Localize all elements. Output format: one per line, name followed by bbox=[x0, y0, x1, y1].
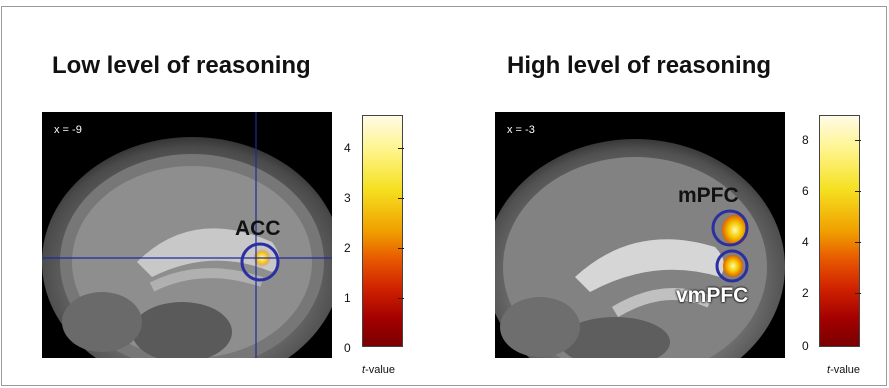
colorbar-tick-label: 1 bbox=[344, 291, 351, 305]
brain-mri-image-low bbox=[42, 112, 332, 358]
roi-label-vmpfc: vmPFC bbox=[676, 284, 749, 307]
brain-slice-high: x = -3 mPFC vmPFC bbox=[495, 112, 785, 358]
colorbar-low bbox=[362, 115, 403, 347]
roi-circle-vmpfc bbox=[715, 249, 749, 283]
colorbar-tickmark bbox=[398, 198, 404, 199]
colorbar-tick-label: 6 bbox=[802, 184, 809, 198]
colorbar-tick-label: 0 bbox=[802, 339, 809, 353]
colorbar-tickmark bbox=[855, 293, 861, 294]
roi-circle-mpfc bbox=[711, 209, 749, 247]
roi-label-mpfc: mPFC bbox=[678, 184, 739, 207]
brain-mri-image-high bbox=[495, 139, 785, 358]
roi-label-acc: ACC bbox=[235, 217, 281, 240]
brain-slice-low: x = -9 ACC bbox=[42, 112, 332, 358]
panel-title-high: High level of reasoning bbox=[507, 52, 772, 79]
colorbar-axis-label-high: t-value bbox=[827, 364, 861, 376]
panel-title-low: Low level of reasoning bbox=[52, 52, 311, 79]
colorbar-tickmark bbox=[855, 242, 861, 243]
colorbar-tickmark bbox=[398, 298, 404, 299]
colorbar-tick-label: 2 bbox=[802, 286, 809, 300]
colorbar-tick-label: 4 bbox=[344, 141, 351, 155]
colorbar-tick-label: 2 bbox=[344, 241, 351, 255]
colorbar-tickmark bbox=[398, 148, 404, 149]
colorbar-axis-label-low: t-value bbox=[362, 364, 396, 376]
colorbar-high bbox=[819, 115, 860, 347]
colorbar-tick-label: 3 bbox=[344, 191, 351, 205]
colorbar-tickmark bbox=[855, 191, 861, 192]
colorbar-tickmark bbox=[398, 248, 404, 249]
colorbar-tick-label: 0 bbox=[344, 341, 351, 355]
colorbar-tickmark bbox=[855, 140, 861, 141]
colorbar-tick-label: 8 bbox=[802, 133, 809, 147]
roi-circle-acc bbox=[240, 242, 280, 282]
slice-coordinate-low: x = -9 bbox=[54, 124, 82, 136]
colorbar-tick-label: 4 bbox=[802, 235, 809, 249]
slice-coordinate-high: x = -3 bbox=[507, 124, 535, 136]
